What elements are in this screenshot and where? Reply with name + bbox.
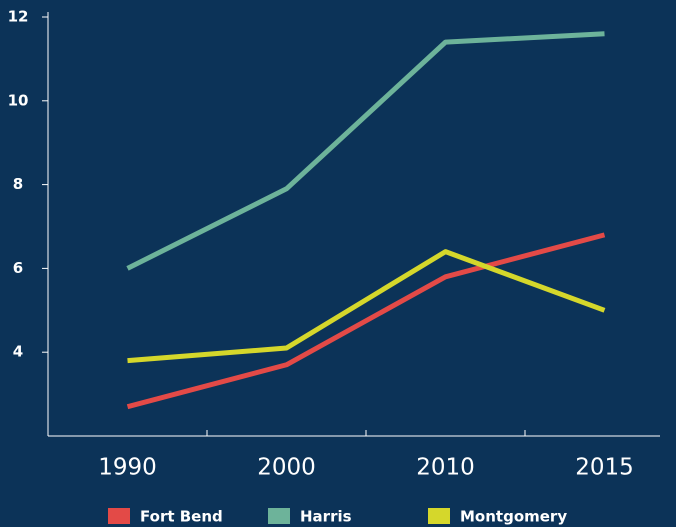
y-tick-label: 4 bbox=[13, 343, 23, 361]
line bbox=[126, 31, 605, 271]
x-tick-label: 2015 bbox=[575, 455, 634, 481]
y-tick-label: 12 bbox=[8, 8, 29, 26]
x-tick-label: 2000 bbox=[257, 455, 316, 481]
legend-label: Montgomery bbox=[460, 508, 567, 526]
x-tick-label: 2010 bbox=[416, 455, 475, 481]
legend-swatch bbox=[268, 508, 290, 524]
legend-label: Harris bbox=[300, 508, 352, 526]
y-tick-label: 6 bbox=[13, 259, 23, 277]
legend-swatch bbox=[428, 508, 450, 524]
y-tick-label: 10 bbox=[8, 91, 29, 109]
y-tick-label: 8 bbox=[13, 175, 23, 193]
legend-swatch bbox=[108, 508, 130, 524]
line bbox=[127, 249, 606, 364]
x-tick-label: 1990 bbox=[98, 455, 157, 481]
line bbox=[126, 232, 606, 410]
legend-label: Fort Bend bbox=[140, 508, 223, 526]
